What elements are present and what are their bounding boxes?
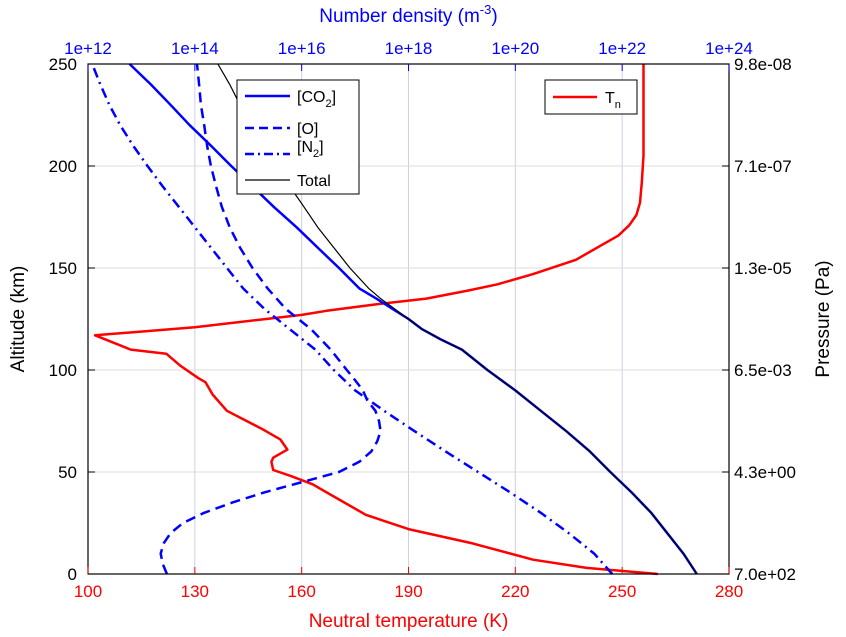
bottom-tick-label: 220 xyxy=(501,582,529,601)
left-tick-label: 250 xyxy=(49,55,77,74)
top-tick-label: 1e+18 xyxy=(385,39,433,58)
legend-label-co2: [CO2] xyxy=(297,89,336,110)
left-tick-label: 100 xyxy=(49,361,77,380)
bottom-tick-label: 100 xyxy=(74,582,102,601)
right-tick-label: 1.3e-05 xyxy=(734,259,792,278)
bottom-tick-label: 190 xyxy=(394,582,422,601)
top-tick-label: 1e+22 xyxy=(598,39,646,58)
x-axis-title: Neutral temperature (K) xyxy=(309,611,509,632)
species-legend-box xyxy=(236,79,360,195)
right-tick-label: 7.1e-07 xyxy=(734,157,792,176)
bottom-tick-label: 250 xyxy=(608,582,636,601)
series-line-n2 xyxy=(91,63,614,575)
bottom-tick-label: 280 xyxy=(715,582,743,601)
species-legend: [CO2] [O] [N2] Total xyxy=(236,79,360,195)
top-axis-title: Number density (m-3) xyxy=(319,2,497,27)
left-tick-label: 150 xyxy=(49,259,77,278)
right-tick-label: 9.8e-08 xyxy=(734,55,792,74)
right-tick-label: 4.3e+00 xyxy=(734,463,796,482)
series-line-tn xyxy=(93,64,658,576)
top-tick-label: 1e+24 xyxy=(705,39,753,58)
legend-label-tn: Tn xyxy=(605,90,621,111)
legend-label-n2: [N2] xyxy=(297,139,324,160)
top-tick-label: 1e+12 xyxy=(64,39,112,58)
bottom-tick-label: 130 xyxy=(181,582,209,601)
series-line-o xyxy=(159,63,382,575)
left-tick-label: 50 xyxy=(58,463,77,482)
y-axis-title: Altitude (km) xyxy=(8,266,29,373)
left-tick-label: 0 xyxy=(68,565,77,584)
legend-label-o: [O] xyxy=(297,121,318,138)
right-tick-label: 6.5e-03 xyxy=(734,361,792,380)
right-tick-label: 7.0e+02 xyxy=(734,565,796,584)
top-tick-label: 1e+16 xyxy=(278,39,326,58)
bottom-tick-label: 160 xyxy=(287,582,315,601)
top-tick-label: 1e+14 xyxy=(171,39,219,58)
left-tick-label: 200 xyxy=(49,157,77,176)
legend-label-total: Total xyxy=(297,173,331,190)
right-axis-title: Pressure (Pa) xyxy=(813,260,834,377)
top-tick-label: 1e+20 xyxy=(491,39,539,58)
temperature-legend: Tn xyxy=(544,79,638,115)
